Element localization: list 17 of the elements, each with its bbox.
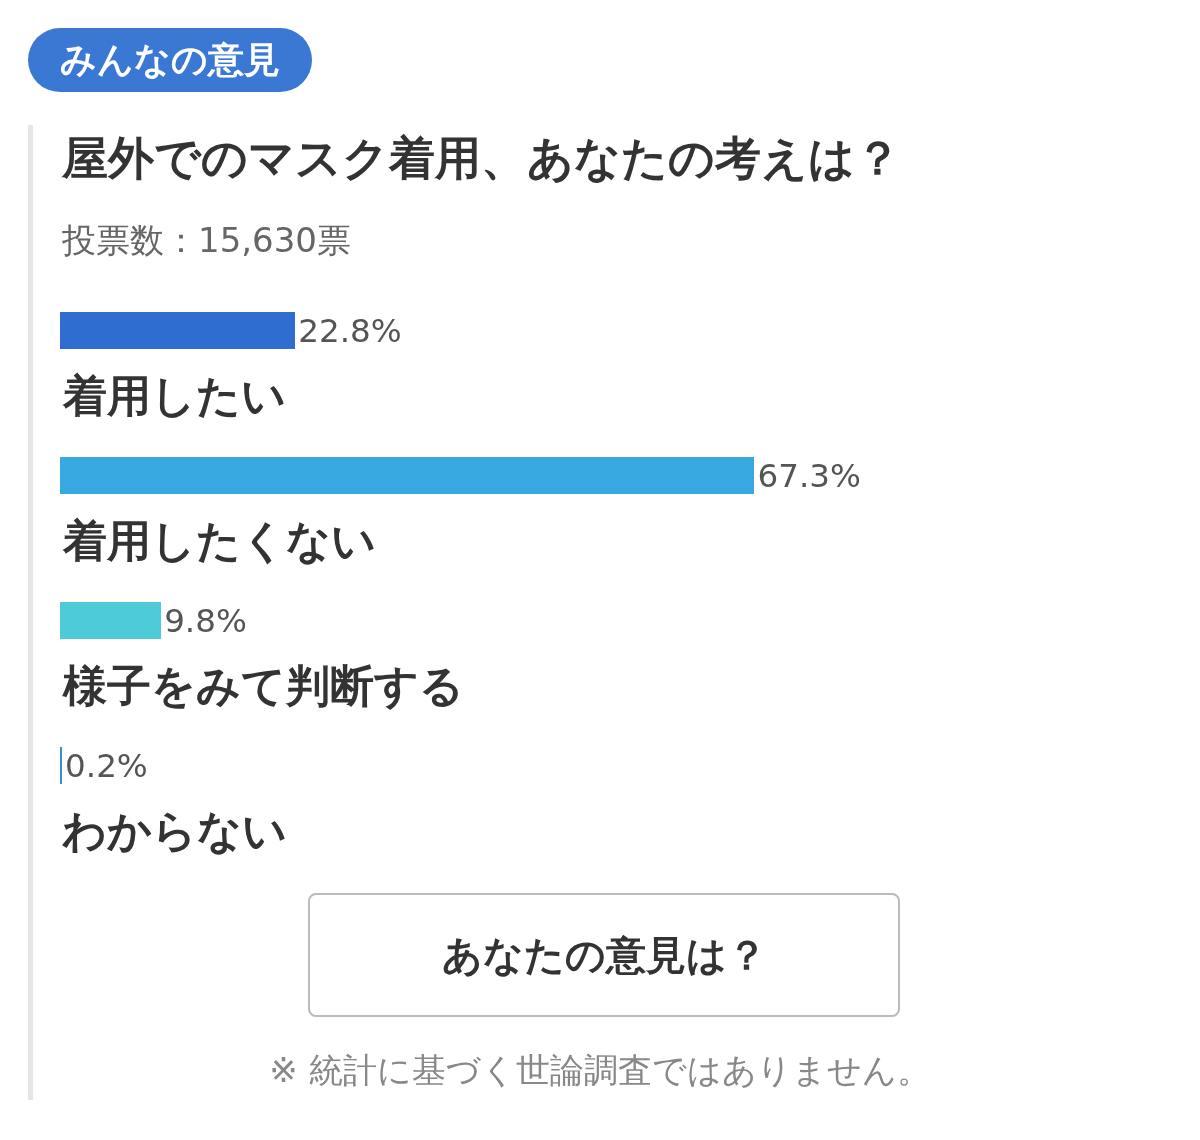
data-label: 67.3% xyxy=(757,456,861,495)
bar xyxy=(60,311,296,350)
chart-subtitle: 投票数：15,630票 xyxy=(62,219,351,262)
data-label: 0.2% xyxy=(65,746,148,785)
data-label: 9.8% xyxy=(164,601,247,640)
y-tick-label: わからない xyxy=(62,805,287,856)
data-label: 22.8% xyxy=(298,311,402,350)
text: ※ 統計に基づく世論調査ではありません。 xyxy=(268,1049,932,1092)
y-tick-label: 様子をみて判断する xyxy=(62,660,464,711)
bar xyxy=(60,601,162,640)
y-tick-label: 着用したくない xyxy=(62,515,376,566)
text: あなたの意見は？ xyxy=(308,893,900,1017)
y-tick-label: 着用したい xyxy=(62,370,286,421)
chart-title: 屋外でのマスク着用、あなたの考えは？ xyxy=(62,130,901,187)
text: みんなの意見 xyxy=(28,28,312,92)
bar xyxy=(60,456,755,495)
bar xyxy=(60,746,63,785)
